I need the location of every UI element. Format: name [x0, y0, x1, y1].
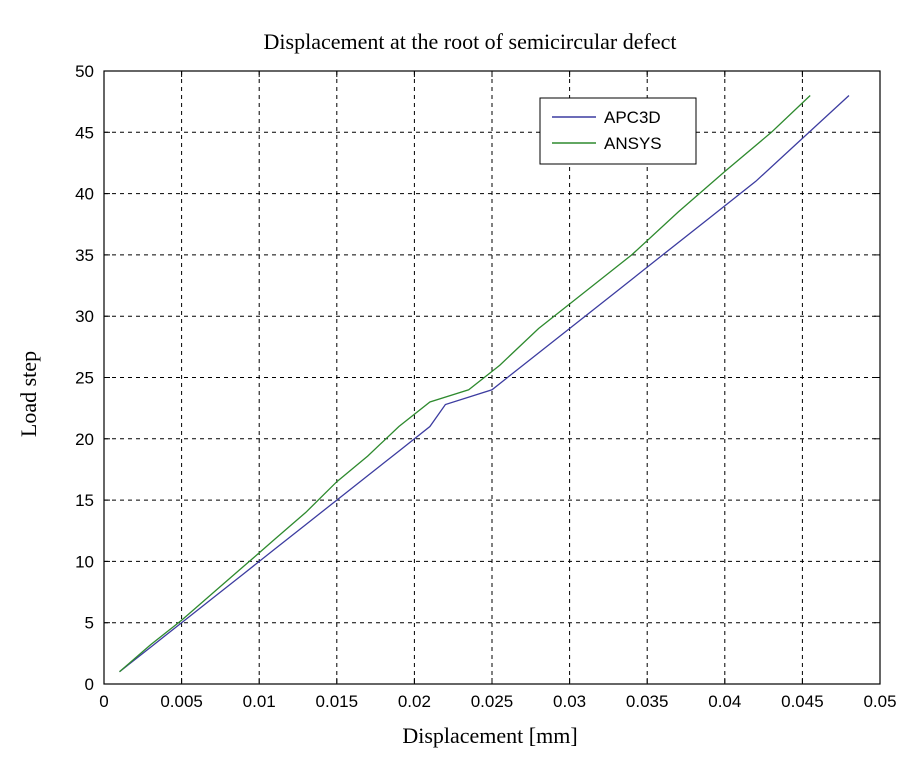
x-tick-label: 0.015 — [316, 692, 359, 711]
x-tick-label: 0.01 — [243, 692, 276, 711]
legend-label: ANSYS — [604, 134, 662, 153]
legend-label: APC3D — [604, 108, 661, 127]
x-tick-label: 0.05 — [863, 692, 896, 711]
x-tick-label: 0.035 — [626, 692, 669, 711]
y-tick-label: 0 — [85, 675, 94, 694]
y-tick-label: 40 — [75, 185, 94, 204]
y-tick-label: 10 — [75, 552, 94, 571]
x-tick-label: 0.02 — [398, 692, 431, 711]
tick-labels: 0 0.005 0.01 0.015 0.02 0.025 0.03 0.035 0.04 0.0… — [75, 62, 896, 711]
x-tick-label: 0.045 — [781, 692, 824, 711]
series-line-ansys — [119, 95, 811, 673]
y-tick-label: 20 — [75, 430, 94, 449]
x-tick-label: 0.04 — [708, 692, 741, 711]
y-tick-label: 5 — [85, 614, 94, 633]
legend-box — [539, 97, 697, 165]
x-tick-label: 0 — [99, 692, 108, 711]
legend: APC3D ANSYS — [539, 97, 697, 165]
plot-border — [103, 70, 881, 685]
series-group — [119, 95, 850, 673]
x-tick-label: 0.03 — [553, 692, 586, 711]
x-axis-label: Displacement [mm] — [402, 723, 577, 748]
series-line-apc3d — [119, 95, 850, 673]
y-tick-label: 15 — [75, 491, 94, 510]
x-tick-label: 0.025 — [471, 692, 514, 711]
y-tick-label: 45 — [75, 123, 94, 142]
x-tick-label: 0.005 — [160, 692, 203, 711]
grid — [104, 71, 880, 684]
y-tick-label: 35 — [75, 246, 94, 265]
y-tick-label: 30 — [75, 307, 94, 326]
y-tick-label: 25 — [75, 369, 94, 388]
axes — [103, 70, 881, 685]
y-tick-label: 50 — [75, 62, 94, 81]
chart-title: Displacement at the root of semicircular… — [264, 29, 677, 54]
y-axis-label: Load step — [16, 351, 41, 437]
